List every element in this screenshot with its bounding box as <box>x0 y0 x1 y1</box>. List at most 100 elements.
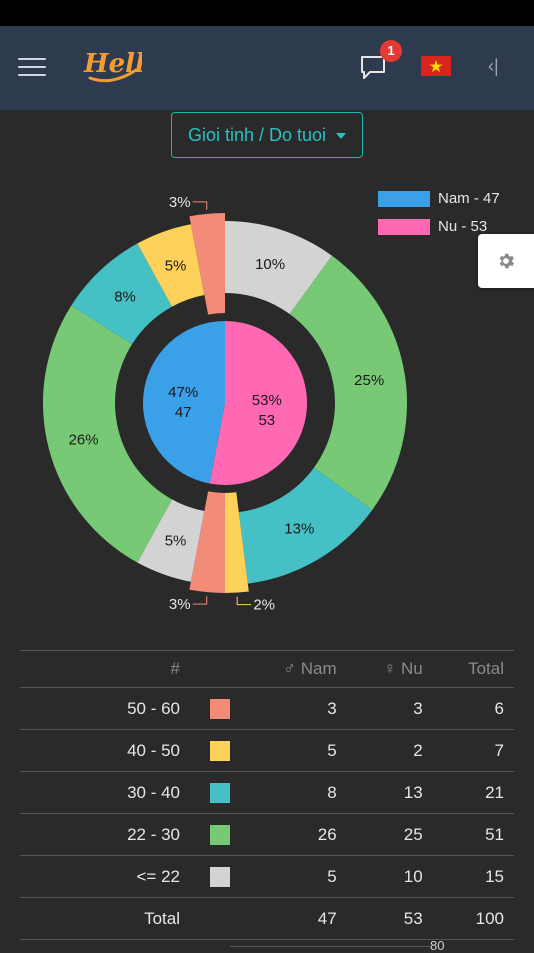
outer-slice-label: 2% <box>253 597 275 614</box>
outer-slice-nam--22[interactable] <box>137 499 205 582</box>
female-icon: ♀ <box>383 659 397 678</box>
outer-slice-label: 8% <box>114 289 136 306</box>
table-row: <= 22 5 10 15 <box>20 855 514 898</box>
outer-slice-nu-30-40[interactable] <box>238 467 373 584</box>
leader-line <box>192 596 208 605</box>
status-bar <box>0 0 534 26</box>
total-total: 100 <box>432 897 514 940</box>
chart-labels: 10% 25% 13% 2% 3% 5% 26% 8% 5% 3% 53% 53 47% 47 <box>69 194 385 614</box>
hello-logo[interactable]: Hello <box>82 44 142 88</box>
donut-chart: 10% 25% 13% 2% 3% 5% 26% 8% 5% 3% 53% 53 47% 47 <box>42 194 407 614</box>
male-icon: ♂ <box>283 659 297 678</box>
svg-text:Hello: Hello <box>83 49 142 79</box>
outer-slice-nam-50-60[interactable] <box>189 213 225 315</box>
outer-slice-label: 3% <box>169 596 191 613</box>
outer-slice-label: 26% <box>69 431 99 448</box>
inner-pie <box>143 321 308 485</box>
row-total: 21 <box>432 771 514 814</box>
row-swatch <box>190 813 240 856</box>
outer-slice-nam-22-30[interactable] <box>42 305 173 563</box>
row-swatch <box>190 729 240 772</box>
color-swatch-22-30 <box>210 824 230 845</box>
filter-dropdown-label: Gioi tinh / Do tuoi <box>187 124 327 145</box>
outer-slice-nu-22-30[interactable] <box>289 255 407 510</box>
row-range: <= 22 <box>20 855 190 898</box>
row-range: 50 - 60 <box>20 687 190 730</box>
header-nu: ♀ Nu <box>346 650 433 688</box>
total-label: Total <box>20 897 190 940</box>
bottom-peek-value: 80 <box>430 938 445 953</box>
inner-slice-label: 47% <box>168 384 198 401</box>
row-nam: 5 <box>240 729 347 772</box>
vietnam-flag-icon[interactable] <box>421 56 451 76</box>
legend-swatch-nam <box>378 190 430 207</box>
color-swatch-30-40 <box>210 782 230 803</box>
legend-item-nu[interactable]: Nu - 53 <box>378 218 487 235</box>
outer-slice-label: 10% <box>255 256 285 273</box>
inner-slice-label: 47 <box>175 404 192 421</box>
legend-label-nu: Nu - 53 <box>438 218 488 235</box>
gear-icon <box>499 253 515 269</box>
row-nu: 13 <box>346 771 433 814</box>
caret-down-icon <box>336 133 347 139</box>
header-nu-label: Nu <box>400 659 423 678</box>
table-row: 50 - 60 3 3 6 <box>20 687 514 730</box>
row-swatch <box>190 855 240 898</box>
stats-table: # ♂ Nam ♀ Nu Total 50 - 60 3 3 6 40 - 50… <box>20 650 514 940</box>
table-row: 30 - 40 8 13 21 <box>20 771 514 814</box>
outer-slice-nu-40-50[interactable] <box>225 492 249 593</box>
header-swatch <box>190 650 240 688</box>
row-total: 7 <box>432 729 514 772</box>
outer-ring <box>42 213 407 593</box>
color-swatch-50-60 <box>210 698 230 719</box>
row-nam: 3 <box>240 687 347 730</box>
header-total: Total <box>432 650 514 688</box>
leader-line <box>192 201 208 210</box>
table-header-row: # ♂ Nam ♀ Nu Total <box>20 650 514 688</box>
outer-slice-nu--22[interactable] <box>225 221 332 315</box>
outer-slice-label: 5% <box>165 258 187 275</box>
filter-dropdown[interactable]: Gioi tinh / Do tuoi <box>171 112 363 158</box>
row-nam: 5 <box>240 855 347 898</box>
row-total: 15 <box>432 855 514 898</box>
outer-slice-nam-50-60[interactable] <box>189 491 225 593</box>
top-navbar: Hello 1 ‹| <box>0 26 534 110</box>
total-nam: 47 <box>240 897 347 940</box>
legend-item-nam[interactable]: Nam - 47 <box>378 190 500 207</box>
leader-line <box>236 596 252 606</box>
row-nu: 25 <box>346 813 433 856</box>
row-nam: 26 <box>240 813 347 856</box>
settings-button[interactable] <box>478 234 534 288</box>
outer-slice-nam-30-40[interactable] <box>71 243 173 345</box>
row-nu: 10 <box>346 855 433 898</box>
table-row: 22 - 30 26 25 51 <box>20 813 514 856</box>
inner-slice-nu[interactable] <box>209 321 308 485</box>
outer-slice-nam-40-50[interactable] <box>137 224 205 307</box>
legend-label-nam: Nam - 47 <box>438 190 500 207</box>
row-range: 22 - 30 <box>20 813 190 856</box>
inner-slice-label: 53% <box>252 392 282 409</box>
header-range: # <box>20 650 190 688</box>
row-range: 30 - 40 <box>20 771 190 814</box>
color-swatch-40-50 <box>210 740 230 761</box>
outer-slice-label: 5% <box>165 532 187 549</box>
outer-slice-label: 13% <box>284 521 314 538</box>
inner-slice-nam[interactable] <box>143 321 225 484</box>
inner-slice-label: 53 <box>258 412 275 429</box>
notification-badge: 1 <box>380 40 402 62</box>
menu-icon[interactable] <box>18 56 46 78</box>
total-swatch-cell <box>190 897 240 940</box>
total-nu: 53 <box>346 897 433 940</box>
table-total-row: Total 47 53 100 <box>20 897 514 940</box>
row-range: 40 - 50 <box>20 729 190 772</box>
collapse-icon[interactable]: ‹| <box>488 56 499 76</box>
row-swatch <box>190 687 240 730</box>
row-nu: 3 <box>346 687 433 730</box>
legend-swatch-nu <box>378 218 430 235</box>
header-nam: ♂ Nam <box>240 650 347 688</box>
row-nam: 8 <box>240 771 347 814</box>
table-row: 40 - 50 5 2 7 <box>20 729 514 772</box>
row-nu: 2 <box>346 729 433 772</box>
color-swatch-le-22 <box>210 866 230 887</box>
header-nam-label: Nam <box>300 659 337 678</box>
